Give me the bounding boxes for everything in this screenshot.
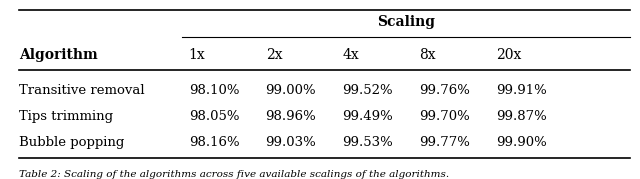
Text: 4x: 4x <box>342 48 359 62</box>
Text: 99.87%: 99.87% <box>496 110 547 123</box>
Text: 20x: 20x <box>496 48 522 62</box>
Text: 1x: 1x <box>189 48 205 62</box>
Text: 99.90%: 99.90% <box>496 136 547 149</box>
Text: 98.96%: 98.96% <box>266 110 316 123</box>
Text: 99.70%: 99.70% <box>419 110 470 123</box>
Text: Transitive removal: Transitive removal <box>19 84 145 97</box>
Text: Bubble popping: Bubble popping <box>19 136 125 149</box>
Text: Tips trimming: Tips trimming <box>19 110 113 123</box>
Text: 98.05%: 98.05% <box>189 110 239 123</box>
Text: Table 2: Scaling of the algorithms across five available scalings of the algorit: Table 2: Scaling of the algorithms acros… <box>19 170 449 179</box>
Text: 99.91%: 99.91% <box>496 84 547 97</box>
Text: 8x: 8x <box>419 48 436 62</box>
Text: Algorithm: Algorithm <box>19 48 98 62</box>
Text: 99.49%: 99.49% <box>342 110 393 123</box>
Text: 98.16%: 98.16% <box>189 136 239 149</box>
Text: 2x: 2x <box>266 48 282 62</box>
Text: 98.10%: 98.10% <box>189 84 239 97</box>
Text: Scaling: Scaling <box>378 15 435 29</box>
Text: 99.77%: 99.77% <box>419 136 470 149</box>
Text: 99.53%: 99.53% <box>342 136 393 149</box>
Text: 99.52%: 99.52% <box>342 84 393 97</box>
Text: 99.76%: 99.76% <box>419 84 470 97</box>
Text: 99.00%: 99.00% <box>266 84 316 97</box>
Text: 99.03%: 99.03% <box>266 136 316 149</box>
